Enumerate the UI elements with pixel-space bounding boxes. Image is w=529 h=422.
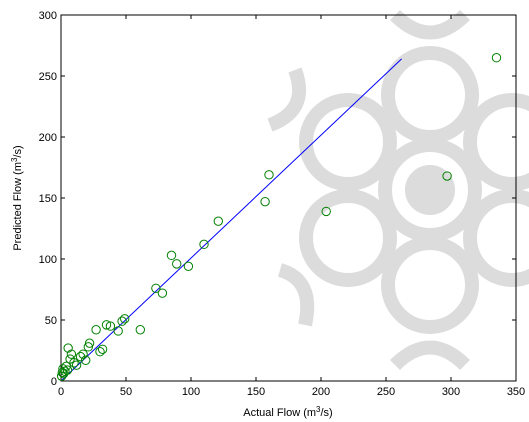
x-tick-label: 100 <box>182 386 200 398</box>
data-point <box>69 358 79 368</box>
data-point <box>213 216 224 226</box>
x-tick-label: 350 <box>507 386 525 398</box>
x-tick-label: 150 <box>247 386 265 398</box>
data-point <box>264 170 274 180</box>
x-axis-label: Actual Flow (m3/s) <box>243 405 332 420</box>
data-point <box>172 259 182 269</box>
x-tick-label: 250 <box>377 386 395 398</box>
data-point <box>151 283 161 293</box>
y-tick-label: 100 <box>39 254 57 266</box>
data-point <box>135 325 146 335</box>
x-axis-label-prefix: Actual Flow (m <box>243 407 316 419</box>
x-axis-label-superscript: 3 <box>316 405 321 414</box>
y-tick-label: 300 <box>39 10 57 22</box>
data-point <box>105 321 116 331</box>
data-point <box>166 250 177 261</box>
y-tick-label: 150 <box>39 193 57 205</box>
data-point <box>84 338 95 348</box>
data-point <box>183 261 194 272</box>
y-tick-label: 50 <box>45 315 57 327</box>
y-axis-label-suffix: /s) <box>12 145 24 157</box>
data-point <box>157 288 168 298</box>
fit-line <box>61 58 402 381</box>
y-tick-label: 250 <box>39 71 57 83</box>
data-point <box>113 326 123 336</box>
y-axis-ticks: 0 50 100 150 200 250 300 <box>39 10 516 388</box>
data-point <box>491 53 502 63</box>
data-point <box>71 360 82 370</box>
data-point <box>63 343 73 353</box>
x-axis-ticks: 0 50 100 150 200 250 300 350 <box>58 15 525 398</box>
data-point <box>117 316 127 326</box>
data-point <box>58 364 68 374</box>
data-point <box>56 371 67 381</box>
x-tick-label: 0 <box>58 386 64 398</box>
data-point <box>442 171 452 181</box>
watermark <box>267 9 529 371</box>
data-point <box>66 349 77 359</box>
y-tick-label: 0 <box>51 376 57 388</box>
x-tick-label: 50 <box>120 386 132 398</box>
fit-line-layer <box>61 58 402 381</box>
y-tick-label: 200 <box>39 132 57 144</box>
data-point <box>260 196 270 207</box>
data-point <box>62 365 73 375</box>
data-point <box>199 239 209 250</box>
data-points <box>56 53 502 381</box>
data-point <box>81 355 91 365</box>
data-point <box>120 314 130 324</box>
y-axis-label-superscript: 3 <box>10 157 19 162</box>
x-axis-label-suffix: /s) <box>320 407 332 419</box>
x-tick-label: 200 <box>312 386 330 398</box>
data-point <box>321 206 331 217</box>
data-point <box>101 320 112 330</box>
y-axis-label-prefix: Predicted Flow (m <box>12 162 24 251</box>
data-point <box>78 349 88 359</box>
data-point <box>95 347 105 357</box>
y-axis-label: Predicted Flow (m3/s) <box>10 145 25 250</box>
x-tick-label: 300 <box>442 386 460 398</box>
data-point <box>91 325 101 335</box>
data-point <box>97 344 108 354</box>
